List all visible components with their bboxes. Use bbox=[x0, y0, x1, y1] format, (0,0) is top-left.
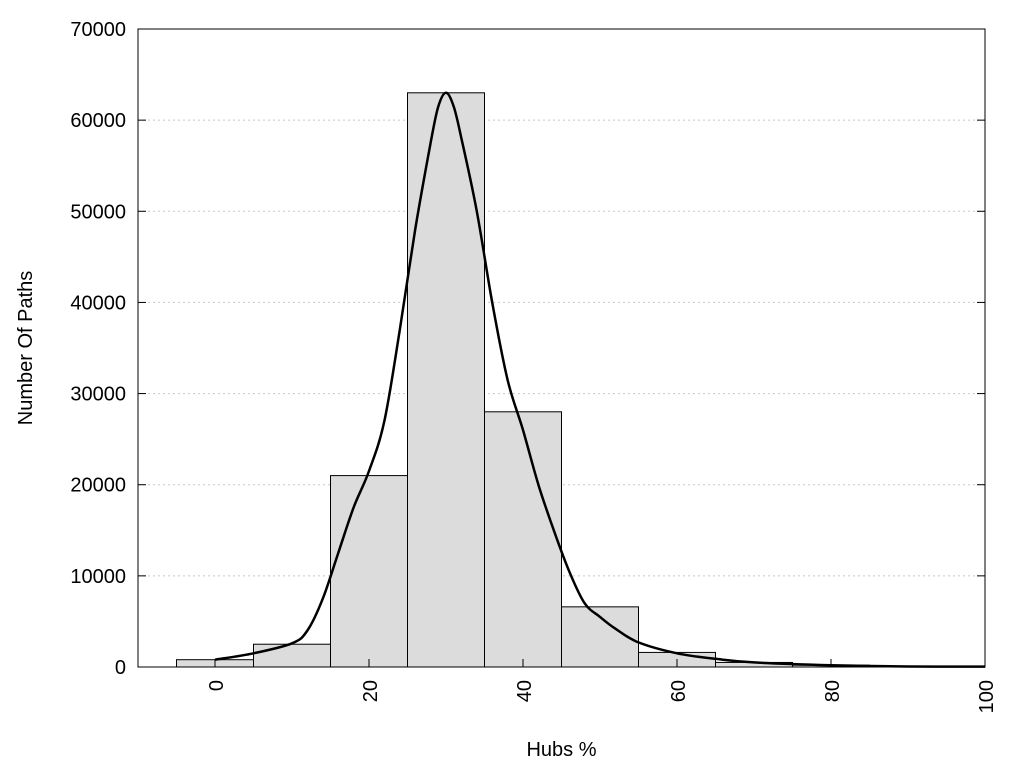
histogram-bar bbox=[484, 411, 562, 668]
fit-curve bbox=[214, 91, 986, 668]
histogram-bar bbox=[407, 92, 485, 668]
x-tick-label: 100 bbox=[976, 680, 998, 713]
y-tick-label: 20000 bbox=[70, 475, 126, 497]
plot-frame bbox=[137, 28, 986, 668]
x-tick-label: 20 bbox=[360, 680, 382, 702]
y-tick-label: 60000 bbox=[70, 110, 126, 132]
histogram-bar bbox=[330, 475, 408, 668]
histogram-bars bbox=[176, 92, 986, 668]
y-tick-label: 10000 bbox=[70, 566, 126, 588]
x-tick-label: 0 bbox=[206, 680, 228, 691]
x-axis-ticks: 0 20 40 60 80 100 bbox=[206, 659, 998, 713]
x-axis-label: Hubs % bbox=[526, 739, 596, 761]
grid-lines bbox=[138, 119, 985, 577]
y-tick-label: 70000 bbox=[70, 19, 126, 41]
y-axis-ticks: 0 10000 20000 30000 40000 50000 60000 70000 bbox=[70, 19, 985, 679]
y-tick-label: 30000 bbox=[70, 384, 126, 406]
y-tick-label: 0 bbox=[115, 657, 126, 679]
x-tick-label: 80 bbox=[822, 680, 844, 702]
y-tick-label: 40000 bbox=[70, 292, 126, 314]
y-tick-label: 50000 bbox=[70, 201, 126, 223]
x-tick-label: 40 bbox=[514, 680, 536, 702]
x-tick-label: 60 bbox=[668, 680, 690, 702]
y-axis-label: Number Of Paths bbox=[15, 271, 37, 426]
histogram-bar bbox=[253, 643, 331, 668]
